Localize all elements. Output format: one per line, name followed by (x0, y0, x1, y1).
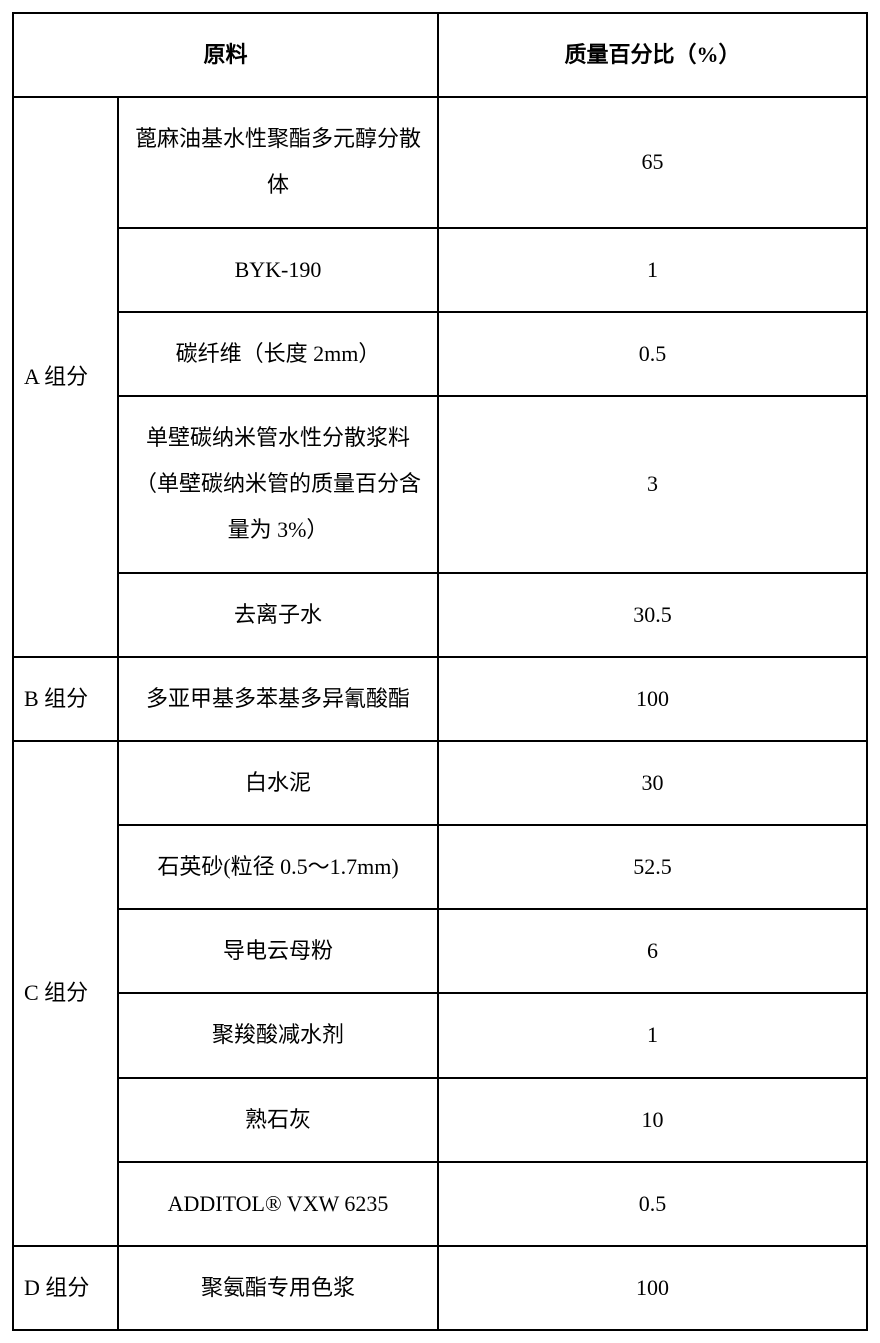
cell-material: 碳纤维（长度 2mm） (118, 312, 438, 396)
cell-percent: 10 (438, 1078, 867, 1162)
cell-material: ADDITOL® VXW 6235 (118, 1162, 438, 1246)
cell-percent: 65 (438, 97, 867, 227)
cell-percent: 0.5 (438, 312, 867, 396)
cell-percent: 1 (438, 993, 867, 1077)
cell-percent: 52.5 (438, 825, 867, 909)
group-label-b: B 组分 (13, 657, 118, 741)
header-percent: 质量百分比（%） (438, 13, 867, 97)
cell-percent: 30 (438, 741, 867, 825)
group-label-d: D 组分 (13, 1246, 118, 1330)
cell-percent: 3 (438, 396, 867, 573)
cell-material: 熟石灰 (118, 1078, 438, 1162)
cell-percent: 6 (438, 909, 867, 993)
cell-material: 去离子水 (118, 573, 438, 657)
cell-material: 多亚甲基多苯基多异氰酸酯 (118, 657, 438, 741)
table-row: 碳纤维（长度 2mm） 0.5 (13, 312, 867, 396)
table-row: C 组分 白水泥 30 (13, 741, 867, 825)
header-material: 原料 (13, 13, 438, 97)
table-row: B 组分 多亚甲基多苯基多异氰酸酯 100 (13, 657, 867, 741)
cell-material: 白水泥 (118, 741, 438, 825)
cell-material: 聚羧酸减水剂 (118, 993, 438, 1077)
table-body: A 组分 蓖麻油基水性聚酯多元醇分散体 65 BYK-190 1 碳纤维（长度 … (13, 97, 867, 1330)
table-row: D 组分 聚氨酯专用色浆 100 (13, 1246, 867, 1330)
cell-material: 聚氨酯专用色浆 (118, 1246, 438, 1330)
cell-material: 蓖麻油基水性聚酯多元醇分散体 (118, 97, 438, 227)
cell-material: 单壁碳纳米管水性分散浆料（单壁碳纳米管的质量百分含量为 3%） (118, 396, 438, 573)
group-label-a: A 组分 (13, 97, 118, 657)
table-header-row: 原料 质量百分比（%） (13, 13, 867, 97)
table-row: 导电云母粉 6 (13, 909, 867, 993)
cell-material: 石英砂(粒径 0.5～1.7mm) (118, 825, 438, 909)
composition-table: 原料 质量百分比（%） A 组分 蓖麻油基水性聚酯多元醇分散体 65 BYK-1… (12, 12, 868, 1331)
cell-percent: 1 (438, 228, 867, 312)
group-label-c: C 组分 (13, 741, 118, 1246)
cell-material: 导电云母粉 (118, 909, 438, 993)
table-row: 去离子水 30.5 (13, 573, 867, 657)
cell-percent: 100 (438, 657, 867, 741)
table-row: 石英砂(粒径 0.5～1.7mm) 52.5 (13, 825, 867, 909)
cell-percent: 100 (438, 1246, 867, 1330)
table-row: ADDITOL® VXW 6235 0.5 (13, 1162, 867, 1246)
table-row: 单壁碳纳米管水性分散浆料（单壁碳纳米管的质量百分含量为 3%） 3 (13, 396, 867, 573)
table-row: BYK-190 1 (13, 228, 867, 312)
table-row: A 组分 蓖麻油基水性聚酯多元醇分散体 65 (13, 97, 867, 227)
table-row: 熟石灰 10 (13, 1078, 867, 1162)
cell-percent: 0.5 (438, 1162, 867, 1246)
cell-percent: 30.5 (438, 573, 867, 657)
cell-material: BYK-190 (118, 228, 438, 312)
table-row: 聚羧酸减水剂 1 (13, 993, 867, 1077)
